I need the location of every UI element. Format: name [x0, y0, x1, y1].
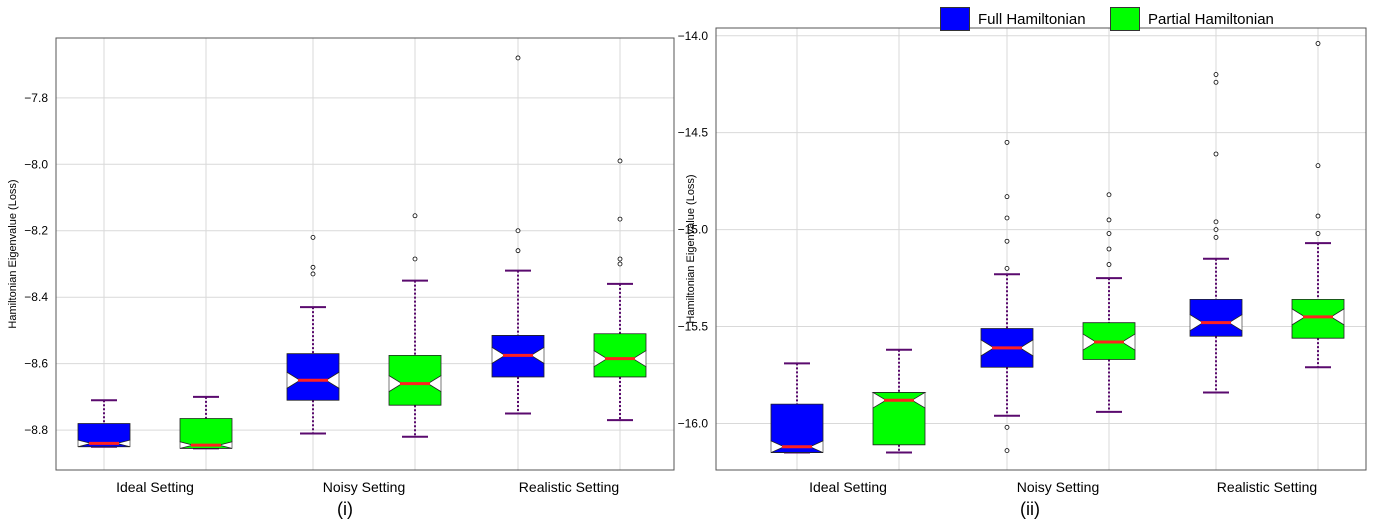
p1-ytick-label: −8.4: [24, 290, 48, 304]
p1-flier-point: [617, 261, 623, 267]
p1-flier-point: [515, 55, 521, 61]
p2-ytick-label: −15.5: [678, 320, 709, 334]
p1-ytick-label: −7.8: [24, 91, 48, 105]
p1-caption: (i): [337, 499, 353, 519]
p2-flier-point: [1213, 234, 1219, 240]
p2-xtick-label: Ideal Setting: [809, 479, 887, 495]
p2-flier-point: [1004, 424, 1010, 430]
p2-xtick-label: Noisy Setting: [1017, 479, 1099, 495]
p2-flier-point: [1106, 231, 1112, 236]
p1-plot-area: [56, 38, 674, 470]
p1-ylabel: Hamiltonian Eigenvalue (Loss): [7, 179, 19, 328]
p2-flier-point: [1315, 41, 1321, 46]
p2-flier-point: [1004, 448, 1010, 454]
p2-xtick-label: Realistic Setting: [1217, 479, 1317, 495]
p1-flier-point: [617, 158, 623, 164]
p2-ytick-label: −14.5: [678, 126, 709, 140]
p1-plot-frame: [55, 37, 675, 471]
legend-item-partial: Partial Hamiltonian: [1110, 6, 1274, 32]
p1-flier-point: [412, 256, 418, 262]
p1-flier-point: [617, 256, 623, 262]
p1-ytick-label: −8.0: [24, 157, 48, 171]
p1-xtick-label: Ideal Setting: [116, 479, 194, 495]
p1-ytick-label: −8.8: [24, 423, 48, 437]
p2-flier-point: [1004, 215, 1010, 221]
legend-label-full: Full Hamiltonian: [978, 10, 1086, 28]
p2-ylabel: Hamiltonian Eigenvalue (Loss): [685, 174, 697, 323]
p1-flier-point: [310, 264, 316, 270]
p2-flier-point: [1213, 72, 1219, 77]
legend-label-partial: Partial Hamiltonian: [1148, 10, 1274, 28]
p2-ytick-label: −14.0: [678, 29, 709, 43]
p2-flier-point: [1106, 246, 1112, 252]
p2-plot-frame: [715, 27, 1367, 471]
p2-box-full: [1189, 299, 1243, 337]
legend-swatch-partial: [1110, 7, 1140, 31]
p2-flier-point: [1213, 227, 1219, 233]
p1-box-partial: [179, 418, 233, 449]
p2-flier-point: [1315, 213, 1321, 219]
p2-flier-point: [1004, 139, 1010, 145]
p1-box-partial: [593, 333, 647, 378]
p1-flier-point: [515, 228, 521, 234]
p2-flier-point: [1106, 262, 1112, 267]
p2-ytick-label: −15.0: [678, 223, 709, 237]
p1-flier-point: [617, 216, 623, 222]
p2-flier-point: [1004, 194, 1010, 200]
p1-box-full: [77, 423, 131, 448]
p2-flier-point: [1213, 79, 1219, 85]
p2-flier-point: [1106, 217, 1112, 223]
p2-flier-point: [1315, 231, 1321, 236]
p2-caption: (ii): [1020, 499, 1040, 519]
p2-ytick-label: −16.0: [678, 416, 709, 430]
p2-box-partial: [1291, 299, 1345, 339]
p1-xtick-label: Realistic Setting: [519, 479, 619, 495]
p1-flier-point: [412, 213, 418, 219]
p2-flier-point: [1213, 151, 1219, 157]
legend-swatch-full: [940, 7, 970, 31]
legend-item-full: Full Hamiltonian: [940, 6, 1086, 32]
p1-box-partial: [388, 354, 442, 406]
p2-box-partial: [871, 392, 927, 446]
p2-plot-area: [716, 28, 1366, 470]
p2-flier-point: [1315, 163, 1321, 169]
p2-flier-point: [1106, 192, 1112, 198]
p2-box-full: [770, 403, 824, 453]
p1-flier-point: [310, 271, 316, 277]
p1-ytick-label: −8.2: [24, 224, 48, 238]
p1-flier-point: [515, 248, 521, 254]
p1-xtick-label: Noisy Setting: [323, 479, 405, 495]
p2-flier-point: [1004, 238, 1010, 244]
p1-box-full: [286, 353, 340, 401]
p2-flier-point: [1213, 219, 1219, 225]
p1-ytick-label: −8.6: [24, 357, 48, 371]
p2-flier-point: [1004, 265, 1010, 271]
p1-flier-point: [310, 234, 316, 240]
